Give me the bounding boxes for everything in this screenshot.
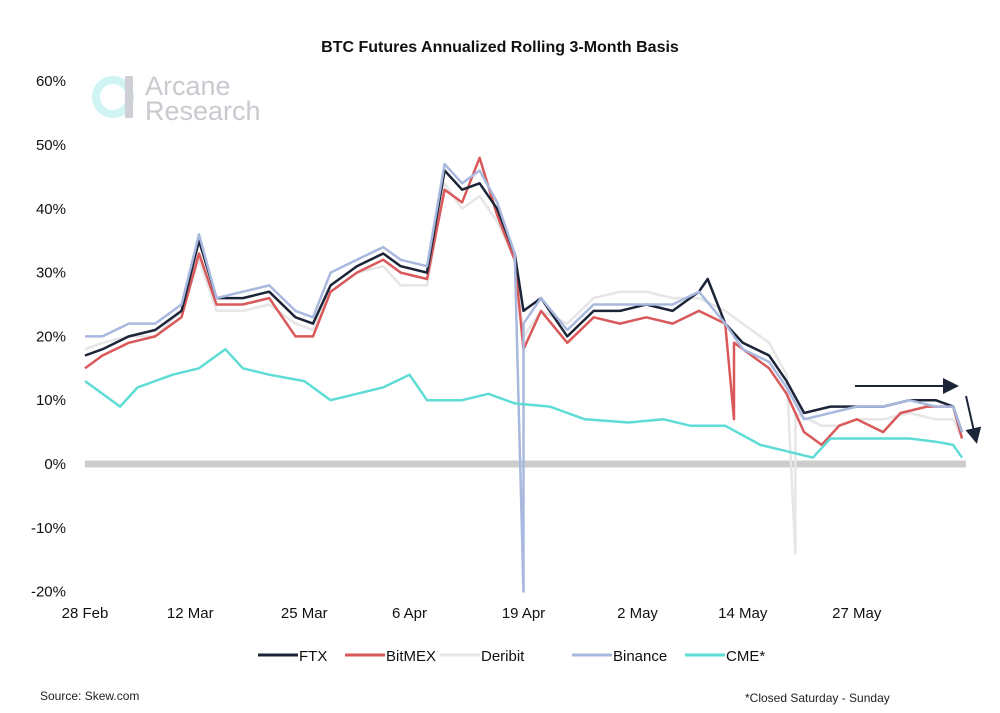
x-tick-label: 27 May [832, 605, 882, 622]
x-tick-label: 12 Mar [167, 605, 214, 622]
x-tick-label: 25 Mar [281, 605, 328, 622]
x-axis: 28 Feb 12 Mar 25 Mar 6 Apr 19 Apr 2 May 14 May… [62, 605, 882, 622]
legend-item-deribit: Deribit [440, 648, 525, 665]
x-tick-label: 19 Apr [502, 605, 545, 622]
arrow-down-icon [965, 395, 982, 444]
logo-line1: Arcane [145, 71, 231, 101]
series-lines [84, 156, 964, 593]
legend-label: Deribit [481, 648, 525, 665]
series-line-binance [85, 162, 964, 593]
x-tick-label: 14 May [718, 605, 768, 622]
legend: FTX BitMEX Deribit Binance CME* [258, 648, 765, 665]
series-line-cme [84, 347, 964, 459]
series-line-ftx [84, 169, 964, 433]
y-tick-label: -10% [31, 520, 66, 537]
y-axis: 60% 50% 40% 30% 20% 10% 0% -10% -20% [31, 73, 66, 600]
x-tick-label: 28 Feb [62, 605, 109, 622]
legend-item-bitmex: BitMEX [345, 648, 436, 665]
footnote: *Closed Saturday - Sunday [745, 691, 890, 705]
legend-item-ftx: FTX [258, 648, 327, 665]
legend-item-cme: CME* [685, 648, 765, 665]
y-tick-label: -20% [31, 584, 66, 601]
legend-label: Binance [613, 648, 667, 665]
y-tick-label: 50% [36, 137, 66, 154]
y-tick-label: 60% [36, 73, 66, 90]
legend-label: BitMEX [386, 648, 436, 665]
y-tick-label: 40% [36, 201, 66, 218]
x-tick-label: 6 Apr [392, 605, 427, 622]
logo-line2: Research [145, 96, 261, 126]
arcane-logo: Arcane Research [92, 71, 261, 126]
legend-label: FTX [299, 648, 327, 665]
chart-title: BTC Futures Annualized Rolling 3-Month B… [321, 39, 679, 56]
logo-bar-icon [125, 76, 133, 118]
logo-ring-icon [92, 76, 134, 118]
y-tick-label: 30% [36, 265, 66, 282]
legend-label: CME* [726, 648, 765, 665]
y-tick-label: 10% [36, 392, 66, 409]
legend-item-binance: Binance [572, 648, 667, 665]
y-tick-label: 20% [36, 328, 66, 345]
y-tick-label: 0% [44, 456, 66, 473]
x-tick-label: 2 May [617, 605, 658, 622]
source-note: Source: Skew.com [40, 689, 139, 703]
trend-arrows [855, 378, 982, 444]
